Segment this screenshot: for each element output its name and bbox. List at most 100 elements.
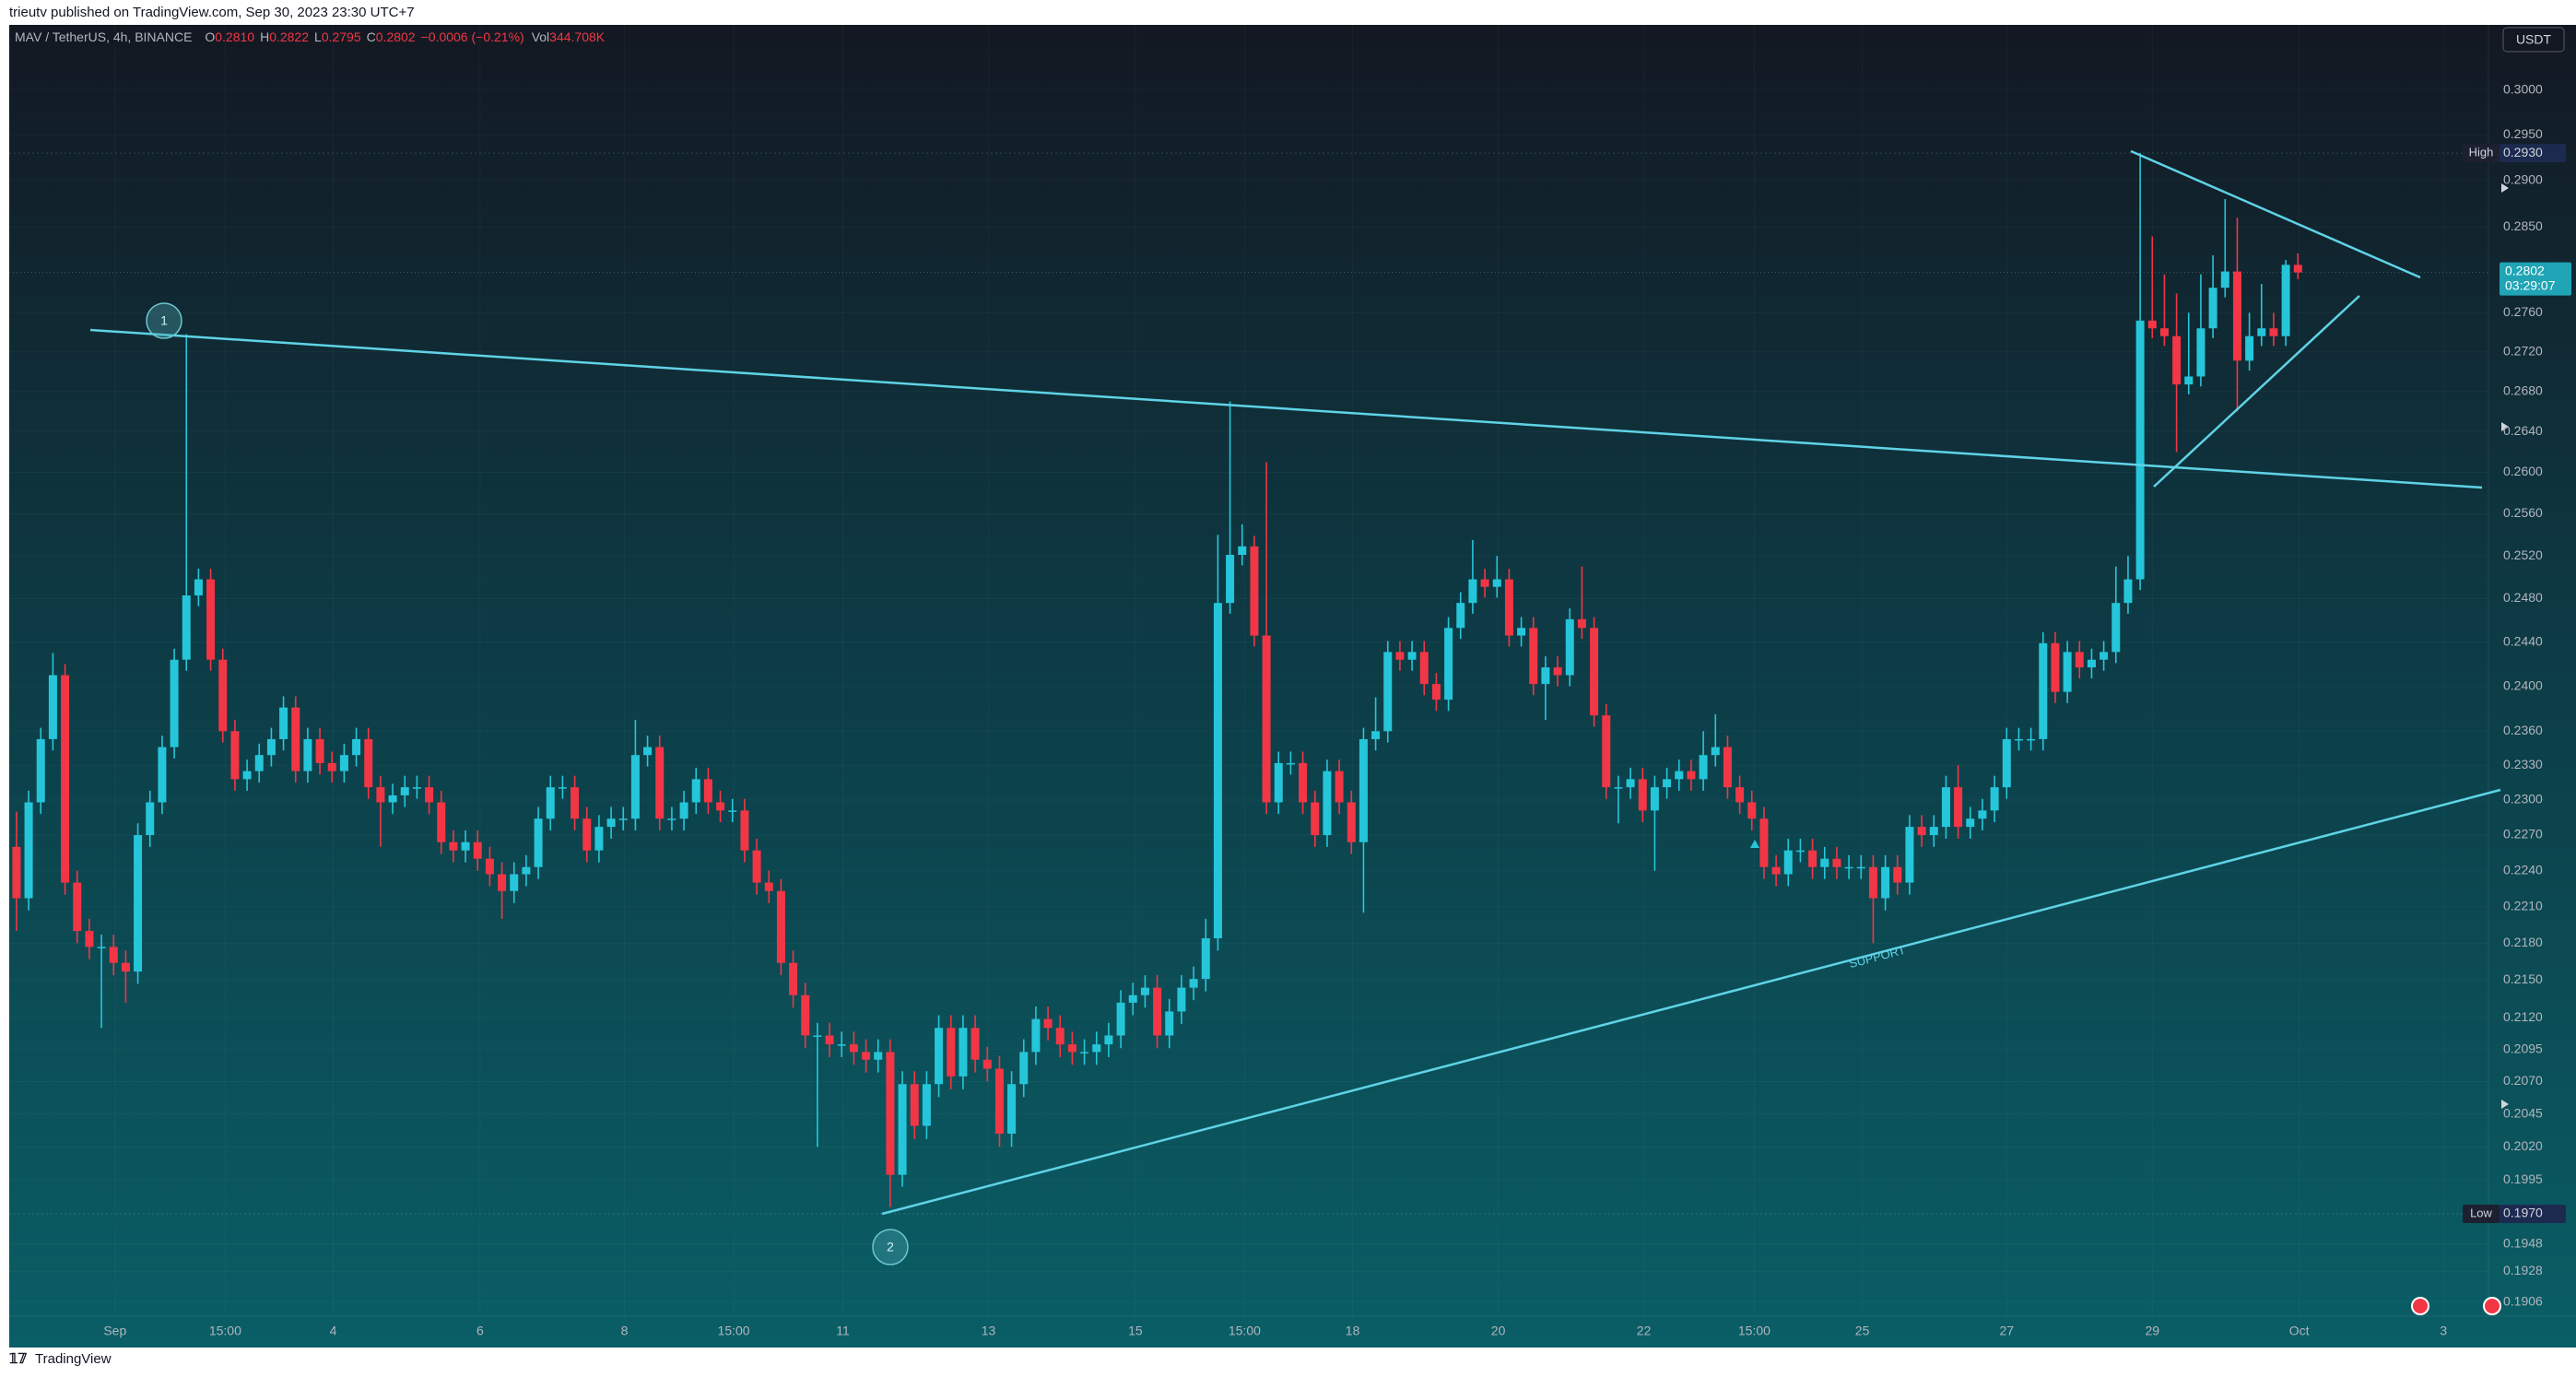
legend-key: C: [367, 29, 376, 44]
candle-body: [1468, 579, 1477, 604]
candle-body: [1808, 850, 1817, 867]
candle-body: [339, 755, 348, 771]
candle-body: [1419, 652, 1429, 685]
candle-body: [1201, 938, 1210, 980]
y-tick-label: 0.2760: [2503, 304, 2543, 319]
legend-symbol: MAV / TetherUS, 4h, BINANCE: [15, 29, 192, 44]
y-tick-label: 0.2070: [2503, 1073, 2543, 1088]
publish-text: trieutv published on TradingView.com, Se…: [9, 5, 415, 20]
candle-body: [2159, 328, 2169, 336]
candle-body: [1529, 628, 1538, 685]
y-tick-label: 0.1995: [2503, 1171, 2543, 1186]
low-value-box: [2500, 1204, 2566, 1223]
candle-body: [194, 579, 203, 596]
currency-button[interactable]: [2502, 27, 2565, 53]
marker-label: 2: [887, 1240, 894, 1254]
candle-body: [522, 866, 531, 875]
x-tick-label: 4: [330, 1324, 337, 1338]
y-tick-label: 0.2900: [2503, 172, 2543, 187]
x-tick-label: 8: [621, 1324, 629, 1338]
candle-body: [1286, 762, 1295, 765]
candle-body: [1395, 652, 1405, 660]
high-value-box: [2500, 144, 2566, 163]
candle-body: [1771, 866, 1781, 875]
candle-body: [1165, 1011, 1174, 1036]
y-tick-label: 0.2560: [2503, 505, 2543, 520]
candle-body: [1359, 738, 1368, 842]
candle-body: [1347, 802, 1356, 842]
candle-body: [801, 994, 810, 1036]
y-tick-label: 0.2400: [2503, 677, 2543, 692]
y-tick-label: 0.2180: [2503, 935, 2543, 949]
candle-body: [1043, 1018, 1053, 1029]
x-tick-label: 25: [1855, 1324, 1870, 1338]
legend-change: −0.0006 (−0.21%): [421, 29, 524, 44]
y-tick-label: 0.2270: [2503, 827, 2543, 842]
candle-body: [315, 738, 324, 763]
high-name: High: [2469, 146, 2494, 159]
candle-body: [109, 947, 118, 963]
y-tick-label: 0.2330: [2503, 757, 2543, 771]
candle-body: [510, 874, 519, 891]
legend-key: H: [260, 29, 269, 44]
x-tick-label: 22: [1637, 1324, 1652, 1338]
candle-body: [2135, 320, 2145, 580]
y-tick-label: 0.1906: [2503, 1293, 2543, 1308]
low-name-box: [2463, 1204, 2500, 1223]
candle-body: [1444, 628, 1453, 700]
event-flag[interactable]: [2411, 1297, 2429, 1315]
event-flag[interactable]: [2483, 1297, 2501, 1315]
candle-body: [630, 755, 640, 819]
legend-volume-key: Vol: [532, 29, 549, 44]
candle-body: [813, 1035, 822, 1037]
point-marker: 2: [872, 1229, 909, 1265]
x-tick-label: 27: [1999, 1324, 2014, 1338]
candle-body: [764, 882, 773, 891]
candle-body: [728, 810, 737, 812]
x-tick-label: 29: [2145, 1324, 2159, 1338]
candle-body: [679, 802, 688, 819]
candle-body: [1783, 850, 1793, 875]
candle-body: [2014, 738, 2023, 741]
candle-body: [947, 1028, 956, 1077]
candle-body: [146, 802, 155, 836]
y-tick-label: 0.2095: [2503, 1041, 2543, 1055]
candle-body: [789, 962, 798, 995]
candle-body: [1407, 652, 1417, 660]
candle-body: [121, 962, 130, 972]
high-value: 0.2930: [2503, 145, 2543, 159]
candle-body: [2063, 652, 2072, 692]
candle-body: [1881, 866, 1890, 899]
candle-body: [1323, 771, 1332, 836]
candle-body: [425, 787, 434, 803]
countdown-label: 03:29:07: [2505, 277, 2556, 292]
candle-body: [2002, 738, 2011, 788]
candle-body: [2172, 335, 2182, 385]
candle-body: [1905, 827, 1914, 883]
candle-body: [1274, 762, 1283, 803]
candle-body: [910, 1084, 919, 1126]
candle-body: [303, 738, 312, 771]
y-tick-label: 0.2680: [2503, 382, 2543, 397]
candle-body: [862, 1052, 871, 1060]
candle-body: [825, 1035, 834, 1045]
candle-body: [1177, 987, 1186, 1012]
candle-body: [2184, 376, 2194, 385]
legend-key: L: [314, 29, 322, 44]
candle-body: [1735, 787, 1745, 803]
triangle-lower-line: [2153, 295, 2360, 488]
candle-body: [449, 842, 458, 851]
candle-body: [1371, 731, 1381, 739]
candle-body: [134, 835, 143, 972]
candle-body: [1299, 762, 1308, 803]
x-tick-label: 6: [476, 1324, 484, 1338]
y-tick-label: 0.2520: [2503, 547, 2543, 562]
candle-body: [837, 1044, 846, 1046]
candle-body: [1080, 1052, 1089, 1053]
candle-body: [206, 579, 216, 660]
legend-value: 0.2802: [376, 29, 416, 44]
candle-body: [2027, 738, 2036, 741]
legend-volume-value: 344.708K: [549, 29, 606, 44]
candle-body: [716, 802, 725, 811]
candle-body: [570, 787, 580, 819]
